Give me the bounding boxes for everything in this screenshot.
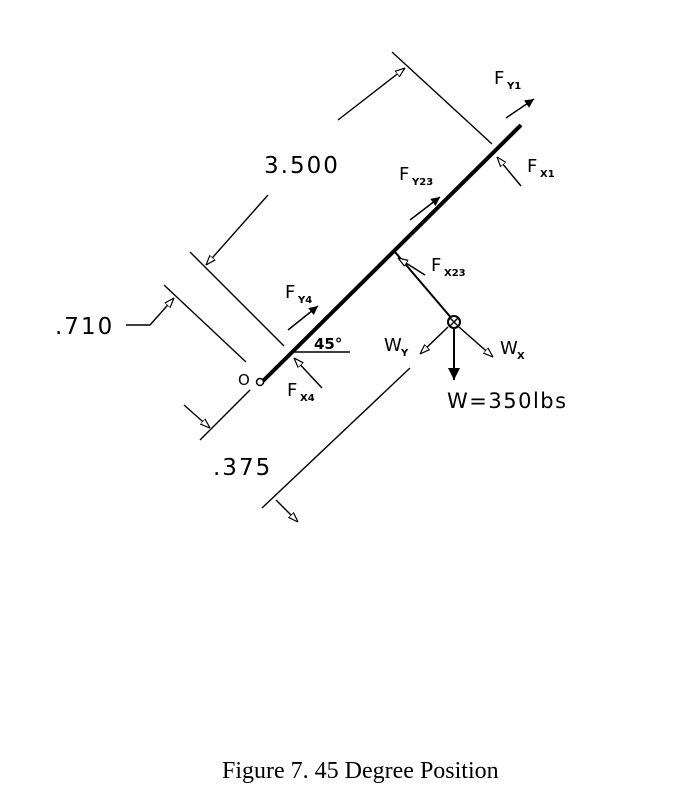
fx1-label: F X1 <box>527 156 555 180</box>
dim-3500-extension-bottom <box>189 251 285 347</box>
figure-caption: Figure 7. 45 Degree Position <box>222 758 499 784</box>
svg-text:F: F <box>527 156 537 177</box>
fx1-arrow <box>497 157 522 187</box>
main-member <box>261 123 523 383</box>
svg-text:Y23: Y23 <box>411 177 433 188</box>
dim-3500-line-upper <box>337 68 405 121</box>
svg-text:F: F <box>494 68 504 89</box>
fx4-arrow <box>294 358 323 389</box>
svg-text:F: F <box>285 282 295 303</box>
fx23-label: F X23 <box>431 255 466 279</box>
svg-text:X: X <box>517 351 525 362</box>
dim-3500-label: 3.500 <box>264 153 340 179</box>
wy-label: W Y <box>384 335 409 359</box>
wx-label: W X <box>500 338 525 362</box>
svg-text:Y: Y <box>400 348 409 359</box>
dim-710-label: .710 <box>55 314 114 340</box>
angle-label: 45° <box>314 335 342 353</box>
dim-375-extension <box>261 367 411 509</box>
pivot-point <box>255 377 265 387</box>
svg-text:F: F <box>287 380 297 401</box>
fy4-label: F Y4 <box>285 282 312 306</box>
svg-text:X1: X1 <box>540 169 555 180</box>
dim-710-extension-bottom <box>199 389 251 441</box>
fy4-arrow <box>287 305 319 331</box>
wy-arrow <box>420 326 449 354</box>
load-point-icon <box>447 315 461 329</box>
pivot-label: O <box>238 371 250 389</box>
fx23-arrow <box>398 258 426 276</box>
wx-arrow <box>458 326 493 357</box>
weight-label: W=350lbs <box>447 389 568 413</box>
dim-710-arrow-lower <box>183 404 210 428</box>
dim-710-leader <box>126 298 174 326</box>
svg-text:F: F <box>431 255 441 276</box>
fy1-label: F Y1 <box>494 68 521 92</box>
fy23-arrow <box>409 196 441 221</box>
svg-text:W: W <box>500 338 518 359</box>
svg-text:W: W <box>384 335 402 356</box>
svg-text:X23: X23 <box>444 268 466 279</box>
fx4-label: F X4 <box>287 380 315 404</box>
svg-text:F: F <box>399 164 409 185</box>
svg-text:Y1: Y1 <box>506 81 521 92</box>
dim-375-label: .375 <box>213 455 272 481</box>
fy1-arrow <box>505 98 535 119</box>
dim-375-arrow <box>275 499 298 522</box>
svg-text:X4: X4 <box>300 393 315 404</box>
fy23-label: F Y23 <box>399 164 433 188</box>
svg-text:Y4: Y4 <box>297 295 312 306</box>
dim-3500-extension-top <box>391 51 493 145</box>
dim-710-extension-top <box>163 284 247 363</box>
dim-3500-line-lower <box>206 194 269 265</box>
